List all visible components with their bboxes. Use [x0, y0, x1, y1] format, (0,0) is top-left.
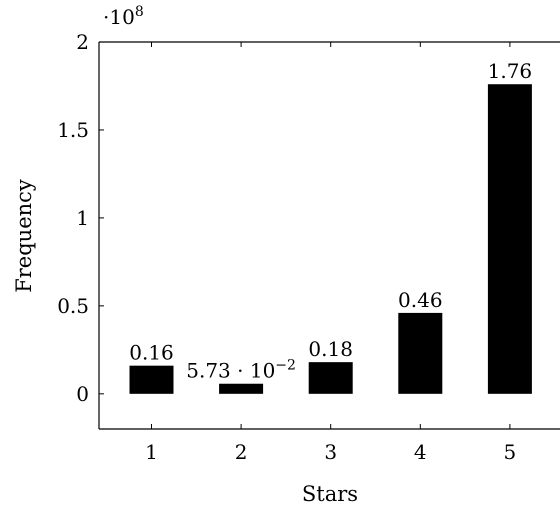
bar	[309, 362, 353, 394]
y-tick-label: 1	[76, 206, 89, 230]
y-tick-label: 2	[76, 30, 89, 54]
y-scale-marker: ·108	[103, 4, 144, 29]
y-axis-title: Frequency	[12, 179, 36, 293]
x-tick-label: 4	[414, 440, 427, 464]
y-tick-label: 1.5	[57, 118, 89, 142]
x-tick-label: 5	[504, 440, 517, 464]
bar	[488, 84, 532, 394]
data-label: 5.73 · 10−2	[186, 358, 296, 383]
y-tick-label: 0.5	[57, 294, 89, 318]
bar	[219, 384, 263, 394]
x-tick-label: 2	[235, 440, 248, 464]
x-tick-label: 1	[145, 440, 158, 464]
x-axis-title: Stars	[302, 482, 358, 506]
data-label: 0.18	[308, 337, 353, 361]
ticks-group: 0 0.5 1 1.5 2 1 2 3 4 5	[57, 30, 516, 464]
y-scale-base: ·10	[103, 5, 135, 29]
bar	[130, 366, 174, 394]
y-tick-label: 0	[76, 382, 89, 406]
bar	[398, 313, 442, 394]
y-scale-exponent: 8	[135, 4, 144, 20]
data-label: 0.16	[129, 341, 174, 365]
data-label: 1.76	[488, 59, 533, 83]
x-tick-label: 3	[324, 440, 337, 464]
data-labels-group: 0.16 5.73 · 10−2 0.18 0.46 1.76	[129, 59, 532, 383]
data-label: 0.46	[398, 288, 443, 312]
